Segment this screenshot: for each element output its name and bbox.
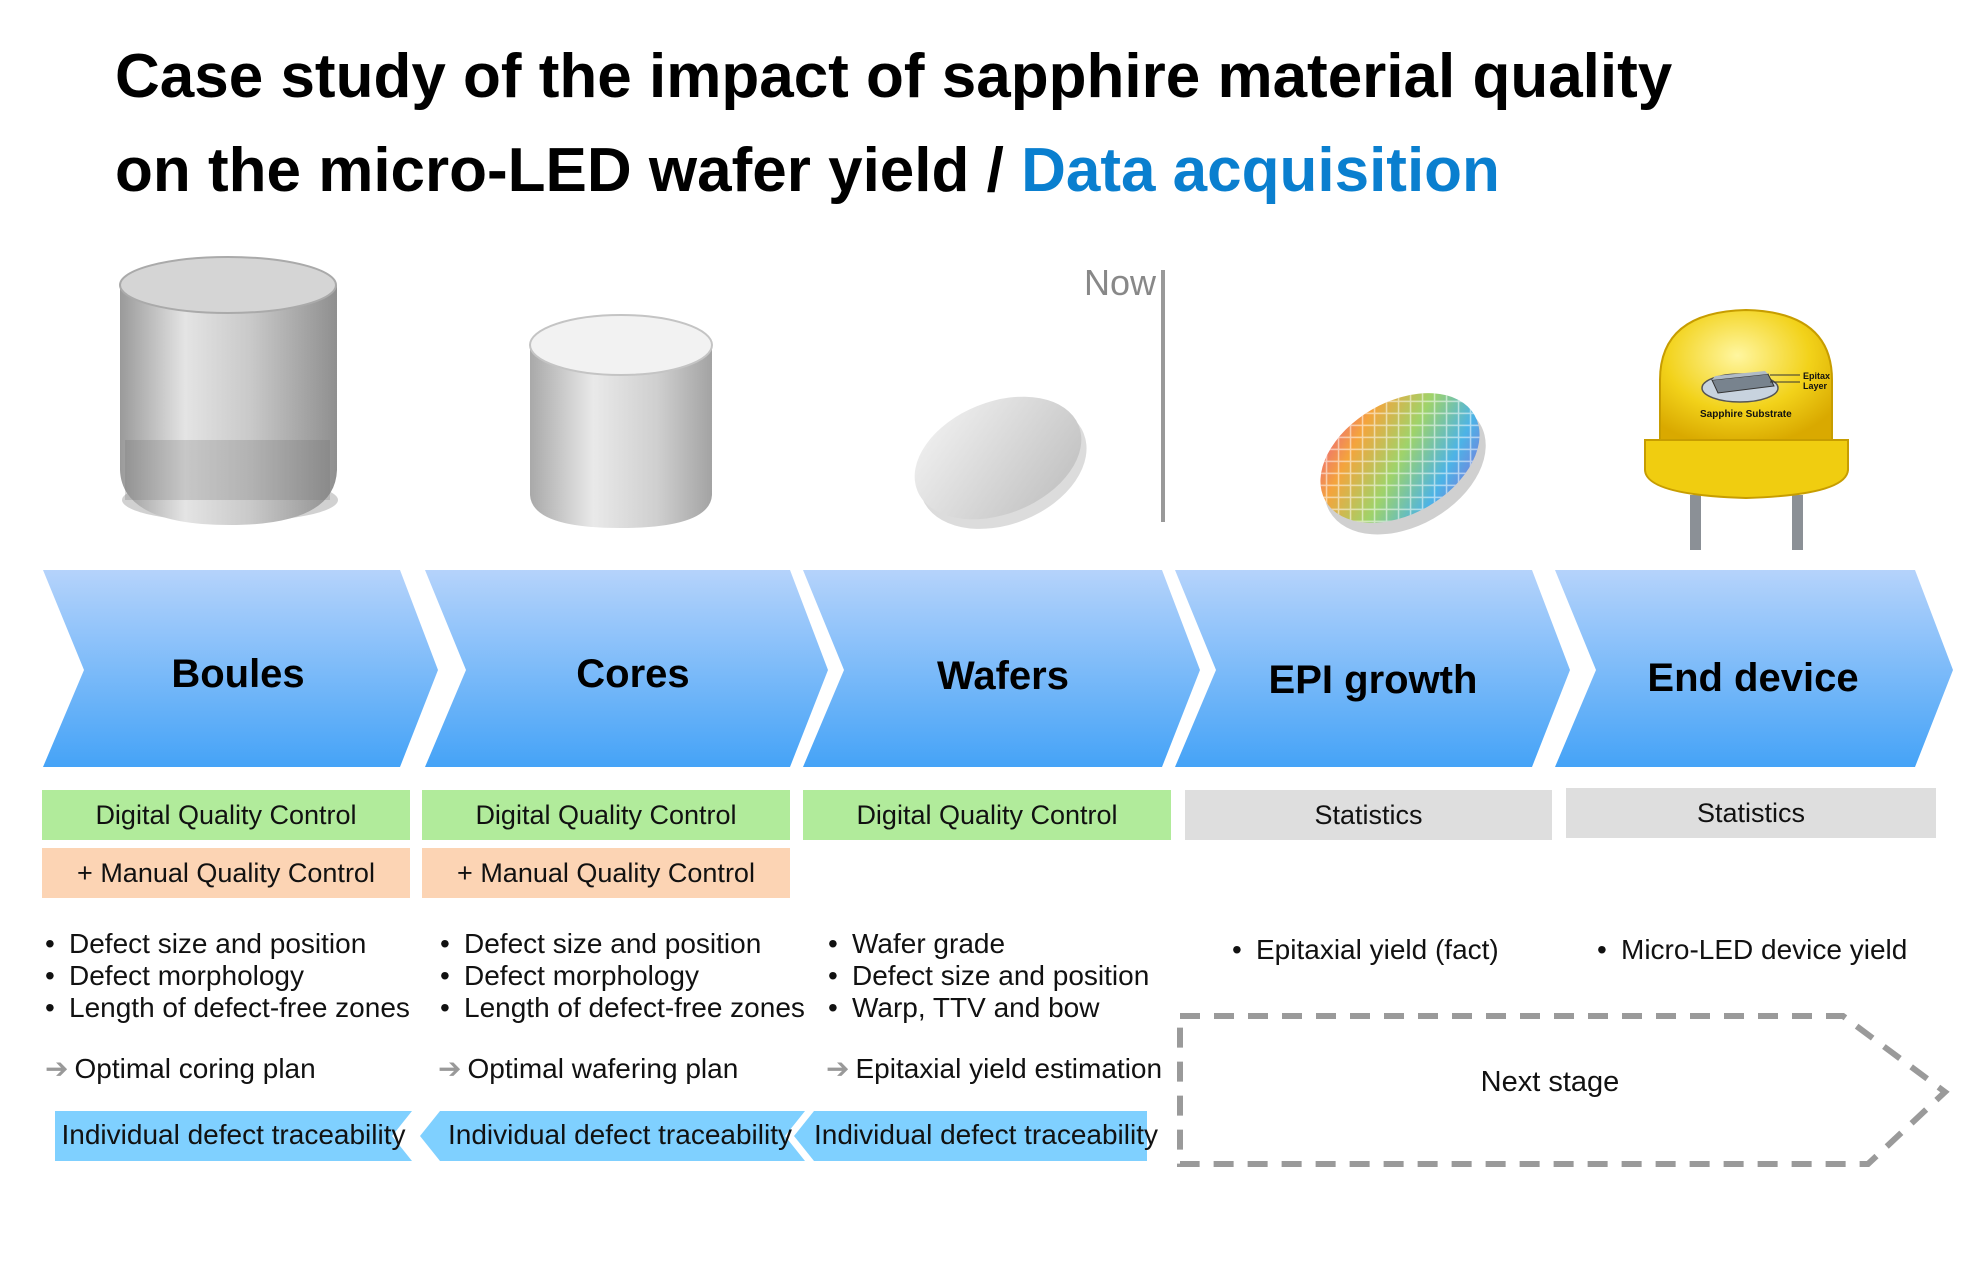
bullet-item: Length of defect-free zones <box>440 992 805 1024</box>
bullet-item: Defect morphology <box>45 960 410 992</box>
bullets-epi: Epitaxial yield (fact) <box>1232 934 1499 966</box>
stage-title-cores: Cores <box>576 652 690 696</box>
outcome-wafers: ➔ Epitaxial yield estimation <box>826 1053 1163 1084</box>
bullet-item: Warp, TTV and bow <box>828 992 1149 1024</box>
trace-arrow-boules <box>55 1111 412 1161</box>
next-stage-label: Next stage <box>1480 1066 1620 1098</box>
title-accent: Data acquisition <box>1021 136 1500 205</box>
traceability-boules: Individual defect traceability <box>61 1119 406 1150</box>
bullet-item: Defect size and position <box>828 960 1149 992</box>
outcome-cores: ➔ Optimal wafering plan <box>438 1053 739 1084</box>
stage-title-wafers: Wafers <box>937 654 1069 698</box>
arrow-right-icon: ➔ <box>45 1053 69 1084</box>
bullet-item: Length of defect-free zones <box>45 992 410 1024</box>
statistics-epi: Statistics <box>1185 790 1552 840</box>
digital-qc-cores: Digital Quality Control <box>422 790 790 840</box>
bullets-device: Micro-LED device yield <box>1597 934 1907 966</box>
stage-chevron-device <box>1555 570 1953 767</box>
stage-title-boules: Boules <box>171 652 305 696</box>
wafers-image <box>914 396 1087 529</box>
bullets-wafers: Wafer grade Defect size and position War… <box>828 928 1149 1024</box>
manual-qc-boules: + Manual Quality Control <box>42 848 410 898</box>
stage-title-device: End device <box>1647 656 1859 700</box>
arrow-right-icon: ➔ <box>826 1053 850 1084</box>
traceability-cores: Individual defect traceability <box>448 1119 792 1150</box>
statistics-device: Statistics <box>1566 788 1936 838</box>
trace-arrow-cores <box>420 1111 805 1161</box>
cores-image <box>529 314 713 528</box>
bullets-boules: Defect size and position Defect morpholo… <box>45 928 410 1024</box>
digital-qc-wafers: Digital Quality Control <box>803 790 1171 840</box>
led-label-substrate: Sapphire Substrate <box>1700 409 1792 420</box>
trace-arrow-wafers <box>794 1111 1147 1161</box>
led-label-epitaxy: Epitax Layer <box>1803 371 1830 391</box>
bullet-item: Wafer grade <box>828 928 1149 960</box>
outcome-boules: ➔ Optimal coring plan <box>45 1053 316 1084</box>
now-divider <box>1161 270 1165 522</box>
bullet-item: Epitaxial yield (fact) <box>1232 934 1499 966</box>
title-line-2: on the micro-LED wafer yield / <box>115 136 1022 205</box>
stage-chevron-cores <box>425 570 828 767</box>
stage-chevron-wafers <box>803 570 1200 767</box>
stage-chevron-epi <box>1175 570 1570 767</box>
bullet-item: Defect size and position <box>45 928 410 960</box>
boules-image <box>119 256 338 525</box>
led-image <box>1644 308 1849 550</box>
traceability-wafers: Individual defect traceability <box>814 1119 1158 1150</box>
arrow-right-icon: ➔ <box>438 1053 462 1084</box>
bullet-item: Defect size and position <box>440 928 805 960</box>
stage-title-epi: EPI growth <box>1268 658 1478 702</box>
title-line-1: Case study of the impact of sapphire mat… <box>115 42 1673 111</box>
bullet-item: Micro-LED device yield <box>1597 934 1907 966</box>
digital-qc-boules: Digital Quality Control <box>42 790 410 840</box>
stage-chevron-boules <box>43 570 438 767</box>
page-title: Case study of the impact of sapphire mat… <box>115 30 1672 218</box>
bullet-item: Defect morphology <box>440 960 805 992</box>
manual-qc-cores: + Manual Quality Control <box>422 848 790 898</box>
next-stage-outline <box>1177 1013 1950 1167</box>
bullets-cores: Defect size and position Defect morpholo… <box>440 928 805 1024</box>
epi-wafer-image <box>1320 393 1486 535</box>
now-label: Now <box>1084 262 1157 303</box>
